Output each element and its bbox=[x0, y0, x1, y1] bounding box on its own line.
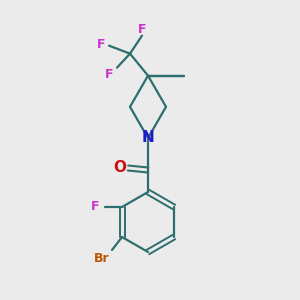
Text: N: N bbox=[142, 130, 154, 146]
Text: F: F bbox=[105, 68, 113, 81]
Text: O: O bbox=[113, 160, 127, 175]
Text: Br: Br bbox=[94, 251, 110, 265]
Text: F: F bbox=[138, 23, 146, 36]
Text: F: F bbox=[91, 200, 99, 214]
Text: F: F bbox=[97, 38, 105, 51]
